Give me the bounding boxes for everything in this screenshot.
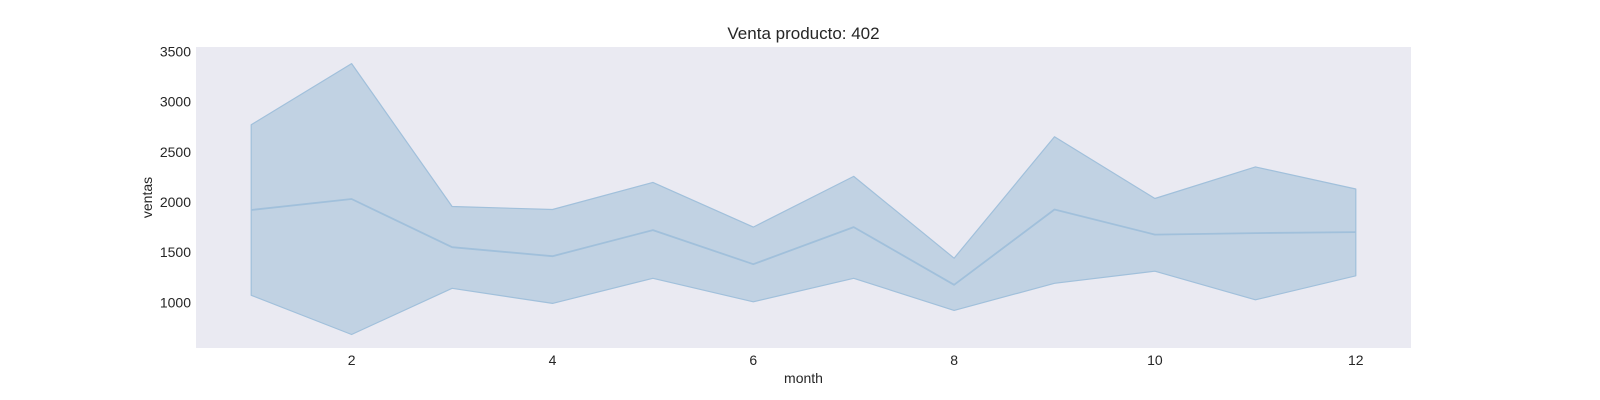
- y-tick-label: 2500: [160, 144, 191, 160]
- x-tick-label: 8: [950, 352, 958, 368]
- series-line-layer: [251, 198, 1356, 286]
- confidence-band-layer: [250, 62, 1357, 336]
- y-tick-labels: 1000 1500 2000 2500 3000 3500: [160, 44, 191, 311]
- x-tick-label: 2: [348, 352, 356, 368]
- y-tick-label: 3000: [160, 94, 191, 110]
- x-tick-label: 12: [1348, 352, 1364, 368]
- y-tick-label: 1500: [160, 244, 191, 260]
- x-tick-labels: 2 4 6 8 10 12: [348, 352, 1364, 368]
- x-tick-label: 6: [749, 352, 757, 368]
- x-tick-label: 4: [549, 352, 557, 368]
- y-tick-label: 3500: [160, 44, 191, 60]
- chart-title: Venta producto: 402: [727, 24, 879, 43]
- x-tick-label: 10: [1147, 352, 1163, 368]
- confidence-band: [250, 62, 1357, 336]
- y-tick-label: 1000: [160, 294, 191, 310]
- series-line: [251, 198, 1356, 286]
- y-tick-label: 2000: [160, 194, 191, 210]
- x-axis-label: month: [784, 370, 823, 386]
- y-axis-label: ventas: [139, 177, 155, 218]
